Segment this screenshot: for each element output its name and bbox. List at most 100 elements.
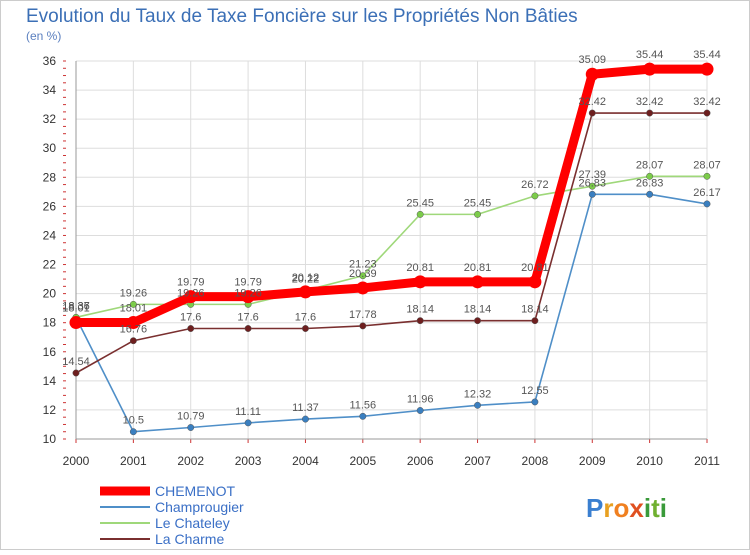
data-point-chemenot — [126, 316, 140, 330]
data-point-champrougier — [302, 415, 309, 423]
data-label-le-chateley: 28.07 — [693, 159, 721, 171]
data-label-le-chateley: 27.39 — [579, 169, 607, 181]
data-point-chemenot — [471, 275, 485, 289]
data-label-champrougier: 12.32 — [464, 388, 492, 400]
data-labels: 18.36 10.5 10.79 11.11 11.37 11.56 11.96 12.32 1… — [62, 49, 721, 427]
logo-letter: r — [603, 493, 613, 523]
data-label-champrougier: 26.17 — [693, 187, 721, 199]
x-tick-label: 2011 — [694, 454, 720, 468]
chart-subtitle: (en %) — [26, 29, 61, 43]
legend-label-le-chateley: Le Chateley — [155, 515, 230, 531]
data-label-champrougier: 26.83 — [636, 177, 664, 189]
data-point-champrougier — [646, 190, 654, 198]
data-label-chemenot: 20.81 — [521, 262, 549, 274]
x-tick-label: 2007 — [464, 454, 491, 468]
data-point-le-chateley — [531, 192, 539, 200]
data-point-la-charme — [72, 369, 80, 377]
data-point-la-charme — [646, 109, 654, 117]
data-label-champrougier: 11.11 — [235, 406, 261, 418]
data-label-le-chateley: 18.37 — [62, 300, 90, 312]
data-label-la-charme: 17.6 — [295, 312, 316, 324]
data-point-la-charme — [416, 317, 424, 325]
data-point-la-charme — [531, 317, 539, 325]
series-line-chemenot — [71, 64, 712, 328]
data-label-la-charme: 32.42 — [693, 96, 721, 108]
y-tick-label: 20 — [43, 287, 57, 301]
series-line-la-charme — [75, 112, 708, 374]
data-point-chemenot — [298, 285, 312, 299]
logo-letter: x — [629, 493, 644, 523]
x-tick-label: 2009 — [579, 454, 606, 468]
data-point-le-chateley — [703, 172, 711, 180]
y-tick-label: 12 — [43, 403, 57, 417]
data-label-chemenot: 18.01 — [120, 303, 148, 315]
legend-label-champrougier: Champrougier — [155, 499, 244, 515]
logo-letter: P — [586, 493, 603, 523]
y-tick-label: 16 — [43, 345, 57, 359]
data-point-champrougier — [187, 424, 195, 431]
data-label-chemenot: 20.81 — [406, 262, 434, 274]
data-point-le-chateley — [588, 182, 596, 190]
data-label-le-chateley: 21.23 — [349, 259, 377, 271]
data-point-la-charme — [588, 109, 596, 117]
logo-letter: i — [644, 493, 651, 523]
data-label-la-charme: 16.76 — [120, 324, 148, 336]
data-label-chemenot: 35.44 — [636, 49, 664, 61]
data-point-chemenot — [241, 290, 255, 304]
data-point-champrougier — [703, 200, 711, 208]
data-label-la-charme: 14.54 — [62, 356, 90, 368]
data-point-chemenot — [585, 67, 599, 81]
data-label-le-chateley: 20.22 — [292, 273, 320, 285]
data-point-chemenot — [69, 316, 83, 330]
data-label-chemenot: 20.81 — [464, 262, 492, 274]
data-label-le-chateley: 28.07 — [636, 159, 664, 171]
data-label-le-chateley: 19.26 — [120, 287, 148, 299]
data-label-le-chateley: 19.26 — [234, 287, 262, 299]
y-tick-label: 22 — [43, 258, 57, 272]
y-tick-label: 10 — [43, 432, 57, 446]
x-tick-label: 2003 — [235, 454, 262, 468]
data-label-chemenot: 19.79 — [234, 277, 262, 289]
data-label-chemenot: 20.12 — [292, 272, 320, 284]
data-label-la-charme: 18.14 — [464, 304, 492, 316]
data-point-la-charme — [129, 337, 137, 345]
data-label-champrougier: 10.79 — [177, 411, 205, 423]
x-tick-label: 2004 — [292, 454, 319, 468]
data-point-chemenot — [356, 281, 370, 295]
y-tick-label: 18 — [43, 316, 57, 330]
data-point-champrougier — [531, 398, 539, 406]
data-label-la-charme: 18.14 — [521, 304, 549, 316]
data-point-le-chateley — [474, 210, 481, 218]
x-tick-label: 2008 — [522, 454, 549, 468]
data-label-le-chateley: 25.45 — [406, 197, 434, 209]
x-tick-label: 2001 — [120, 454, 147, 468]
data-label-champrougier: 26.83 — [579, 177, 607, 189]
data-label-la-charme: 17.6 — [180, 312, 201, 324]
data-point-la-charme — [302, 325, 309, 332]
axes: 10 12 14 16 18 20 22 24 26 28 30 32 34 36 2000 2001 2002… — [43, 54, 721, 468]
data-point-la-charme — [359, 322, 367, 330]
data-label-le-chateley: 19.26 — [177, 287, 205, 299]
x-tick-label: 2002 — [177, 454, 204, 468]
y-tick-label: 36 — [43, 54, 57, 68]
logo-text: Proxiti — [586, 493, 667, 523]
x-tick-label: 2010 — [636, 454, 663, 468]
data-point-chemenot — [643, 62, 657, 76]
y-tick-label: 30 — [43, 141, 57, 155]
data-label-chemenot: 19.79 — [177, 277, 205, 289]
data-label-chemenot: 35.09 — [579, 54, 607, 66]
legend-label-la-charme: La Charme — [155, 531, 224, 547]
data-label-la-charme: 32.42 — [579, 96, 607, 108]
data-point-champrougier — [244, 419, 252, 427]
data-label-champrougier: 11.56 — [349, 399, 376, 411]
data-label-champrougier: 18.36 — [62, 300, 90, 312]
y-tick-label: 32 — [43, 112, 57, 126]
data-point-champrougier — [588, 190, 596, 198]
data-label-la-charme: 18.14 — [406, 304, 434, 316]
chart-title: Evolution du Taux de Taxe Foncière sur l… — [26, 6, 578, 27]
y-tick-label: 28 — [43, 170, 57, 184]
data-label-champrougier: 11.37 — [292, 402, 319, 414]
